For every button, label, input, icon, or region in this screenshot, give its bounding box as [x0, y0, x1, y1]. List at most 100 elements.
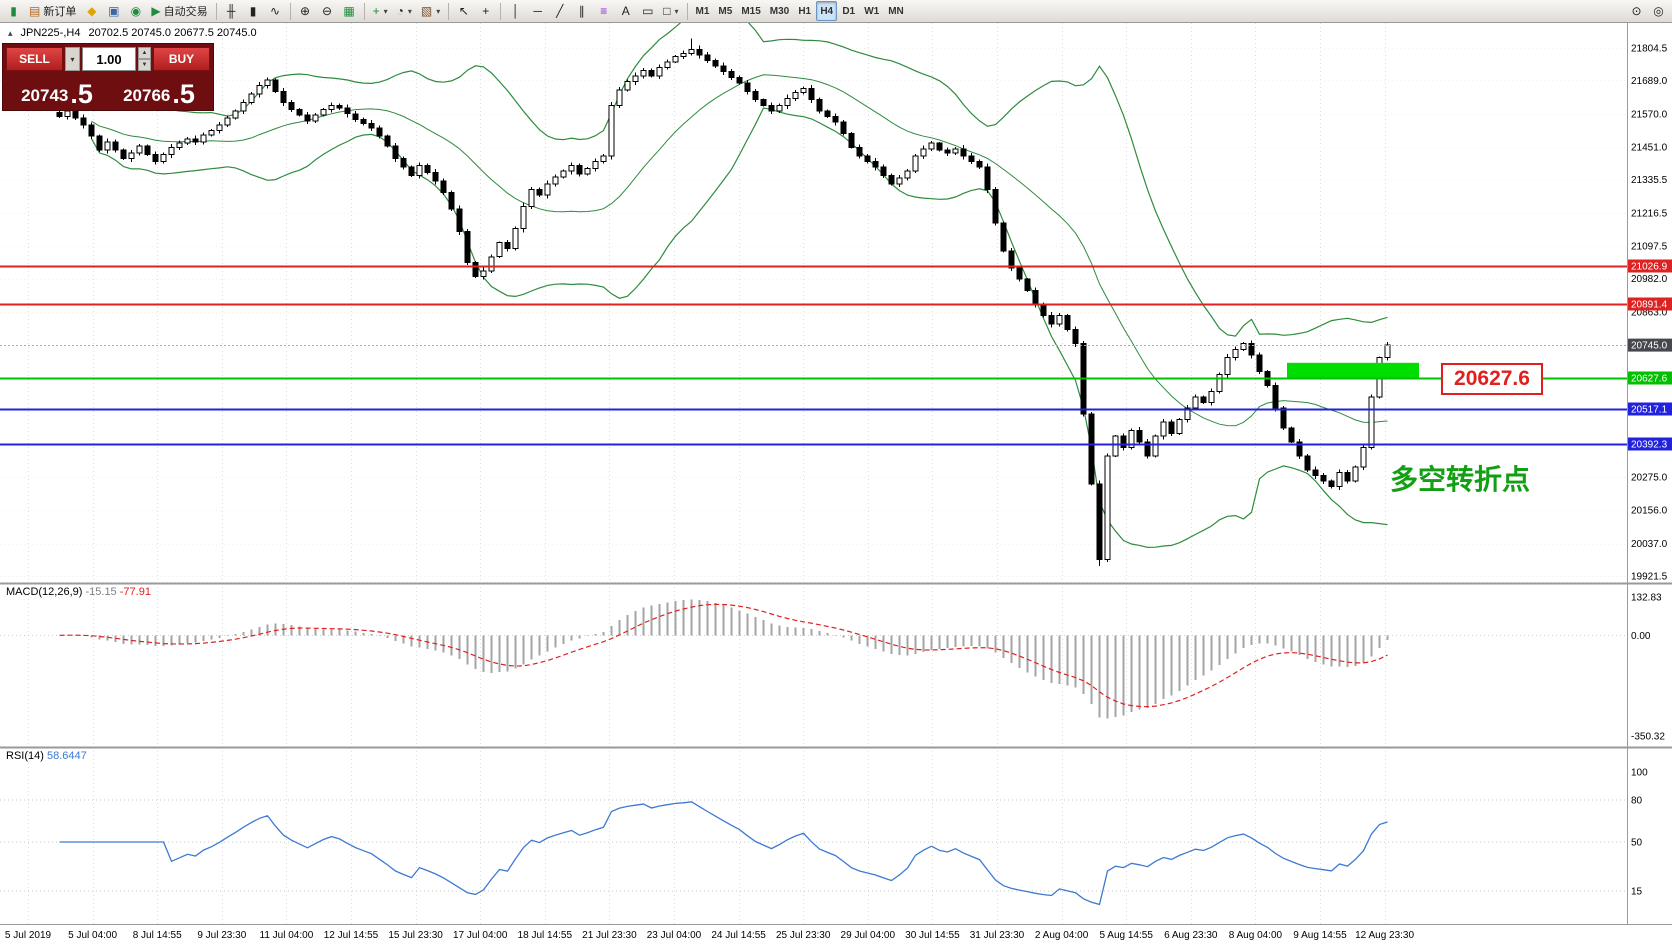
timeframe-h4[interactable]: H4: [816, 1, 838, 21]
new-order-button-glyph: ▤: [29, 4, 41, 18]
svg-text:20037.0: 20037.0: [1631, 539, 1668, 550]
price-tag-20517.1: 20517.1: [1628, 402, 1672, 416]
turning-point-annotation[interactable]: 多空转折点: [1390, 464, 1531, 495]
templates-menu[interactable]: ▧ ▾: [417, 1, 444, 21]
svg-text:21097.5: 21097.5: [1631, 242, 1668, 253]
magnifier-icon[interactable]: ◎: [1648, 1, 1669, 21]
tile-windows-icon[interactable]: ▦: [339, 1, 360, 21]
shapes-menu-dropdown-arrow[interactable]: ▾: [674, 6, 679, 16]
volume-up-button[interactable]: ▲: [138, 47, 151, 59]
indicators-menu[interactable]: + ▾: [369, 1, 392, 21]
volume-down-button[interactable]: ▼: [138, 59, 151, 71]
crosshair-tool-glyph: +: [482, 4, 490, 18]
sell-button[interactable]: SELL: [6, 47, 63, 71]
svg-text:12 Jul 14:55: 12 Jul 14:55: [324, 930, 379, 941]
fibonacci-tool[interactable]: ≡: [593, 1, 614, 21]
trendline-tool[interactable]: ╱: [549, 1, 570, 21]
crosshair-tool[interactable]: +: [475, 1, 496, 21]
candlestick-mode-icon[interactable]: ▮: [243, 1, 264, 21]
price-axis[interactable]: 21804.5 21689.0 21570.0 21451.0 21335.5 21216…: [1631, 44, 1668, 583]
svg-text:12 Aug 23:30: 12 Aug 23:30: [1355, 930, 1414, 941]
timeframe-m5[interactable]: M5: [718, 5, 733, 17]
svg-text:20863.0: 20863.0: [1631, 308, 1668, 319]
main-chart-layer: [56, 23, 1419, 566]
periods-menu-glyph: ◔: [396, 4, 404, 18]
line-chart-mode-icon-glyph: ∿: [270, 4, 281, 18]
text-tool[interactable]: A: [615, 1, 636, 21]
templates-menu-glyph: ▧: [420, 4, 433, 18]
shapes-menu[interactable]: □ ▾: [659, 1, 682, 21]
timeframe-m15[interactable]: M15: [741, 5, 761, 17]
horizontal-line-tool[interactable]: ─: [527, 1, 548, 21]
volume-input[interactable]: 1.00: [82, 47, 136, 71]
search-icon[interactable]: ⊙: [1626, 1, 1647, 21]
svg-text:20275.0: 20275.0: [1631, 472, 1668, 483]
alerts-icon[interactable]: ◉: [125, 1, 146, 21]
timeframe-m30[interactable]: M30: [769, 5, 790, 17]
app-chart-icon[interactable]: ▮: [3, 1, 24, 21]
timeframe-mn[interactable]: MN: [888, 5, 904, 17]
svg-text:20627.6: 20627.6: [1631, 374, 1668, 385]
macd-main-value: -15.15: [85, 586, 117, 598]
zoom-out-icon-glyph: ⊖: [322, 4, 333, 18]
trendline-tool-glyph: ╱: [556, 4, 564, 18]
channel-tool-glyph: ∥: [578, 4, 585, 18]
price-level-callout[interactable]: 20627.6: [1441, 363, 1543, 395]
svg-text:5 Jul 2019: 5 Jul 2019: [5, 930, 52, 941]
timeframe-h1[interactable]: H1: [798, 5, 812, 17]
timeframe-d1[interactable]: D1: [842, 5, 856, 17]
svg-text:20156.0: 20156.0: [1631, 506, 1668, 517]
cursor-tool-glyph: ↖: [458, 4, 469, 18]
channel-tool[interactable]: ∥: [571, 1, 592, 21]
indicators-menu-dropdown-arrow[interactable]: ▾: [383, 6, 388, 16]
favorites-icon[interactable]: ◆: [81, 1, 102, 21]
svg-text:-350.32: -350.32: [1631, 732, 1665, 743]
vertical-line-tool[interactable]: │: [505, 1, 526, 21]
zoom-in-icon-glyph: ⊕: [300, 4, 311, 18]
panel-separators[interactable]: [0, 23, 1672, 925]
time-axis[interactable]: 5 Jul 2019 5 Jul 04:00 8 Jul 14:55 9 Jul 23…: [5, 930, 1415, 941]
tile-windows-icon-glyph: ▦: [343, 4, 355, 18]
svg-text:132.83: 132.83: [1631, 593, 1662, 604]
bar-chart-mode-icon[interactable]: ╫: [221, 1, 242, 21]
volume-dropdown[interactable]: ▾: [65, 47, 80, 71]
svg-text:21335.5: 21335.5: [1631, 175, 1668, 186]
toolbar-separator: [363, 2, 365, 20]
templates-menu-dropdown-arrow[interactable]: ▾: [436, 6, 441, 16]
periods-menu-dropdown-arrow[interactable]: ▾: [407, 6, 412, 16]
cursor-tool[interactable]: ↖: [453, 1, 474, 21]
bollinger-lower-band: [90, 107, 1388, 549]
line-chart-mode-icon[interactable]: ∿: [265, 1, 286, 21]
svg-text:15 Jul 23:30: 15 Jul 23:30: [388, 930, 443, 941]
svg-text:21 Jul 23:30: 21 Jul 23:30: [582, 930, 637, 941]
zoom-in-icon[interactable]: ⊕: [295, 1, 316, 21]
chart-window-icon[interactable]: ▣: [103, 1, 124, 21]
label-tool[interactable]: ▭: [637, 1, 658, 21]
periods-menu[interactable]: ◔ ▾: [393, 1, 416, 21]
svg-text:21451.0: 21451.0: [1631, 143, 1668, 154]
buy-price-frac: .5: [172, 79, 195, 110]
volume-spinner: ▲ ▼: [138, 47, 151, 71]
rsi-axis-labels: 100 80 50 15: [1631, 768, 1648, 898]
new-order-button[interactable]: ▤ 新订单: [25, 1, 80, 21]
sell-price[interactable]: 20743 .5: [6, 73, 108, 108]
highlight-rectangle[interactable]: [1287, 362, 1419, 379]
svg-text:17 Jul 04:00: 17 Jul 04:00: [453, 930, 508, 941]
timeframe-w1[interactable]: W1: [864, 5, 880, 17]
price-tag-20627.6: 20627.6: [1628, 371, 1672, 385]
timeframe-m1[interactable]: M1: [695, 5, 710, 17]
ohlc-values: 20702.5 20745.0 20677.5 20745.0: [88, 27, 257, 39]
rsi-line: [59, 801, 1388, 906]
price-tag-20745.0: 20745.0: [1628, 338, 1672, 352]
svg-text:9 Jul 23:30: 9 Jul 23:30: [197, 930, 246, 941]
buy-button[interactable]: BUY: [153, 47, 210, 71]
chart-symbol-icon: ▴: [8, 27, 13, 38]
svg-text:5 Aug 14:55: 5 Aug 14:55: [1100, 930, 1154, 941]
svg-text:29 Jul 04:00: 29 Jul 04:00: [841, 930, 896, 941]
svg-text:20392.3: 20392.3: [1631, 440, 1668, 451]
buy-price[interactable]: 20766 .5: [108, 73, 210, 110]
autotrade-button[interactable]: ▶ 自动交易: [147, 1, 211, 21]
zoom-out-icon[interactable]: ⊖: [317, 1, 338, 21]
